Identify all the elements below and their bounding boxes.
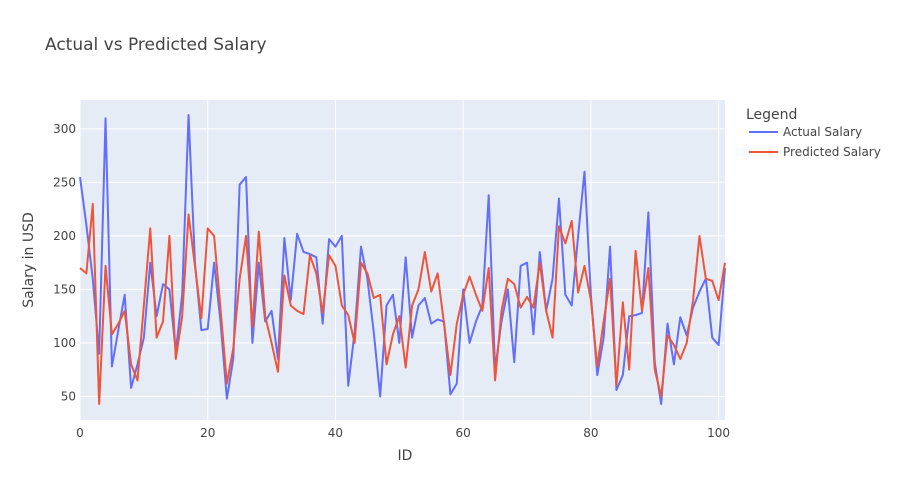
x-tick-label: 60	[456, 426, 471, 440]
y-tick-label: 200	[53, 229, 76, 243]
legend-label: Actual Salary	[783, 125, 862, 139]
y-axis-ticks: 50 100 150 200 250 300	[53, 122, 76, 404]
x-tick-label: 0	[76, 426, 84, 440]
chart-title: Actual vs Predicted Salary	[45, 35, 267, 55]
y-tick-label: 300	[53, 122, 76, 136]
plot-area	[80, 100, 725, 420]
x-tick-label: 40	[328, 426, 343, 440]
legend[interactable]: Legend Actual Salary Predicted Salary	[746, 107, 881, 159]
x-axis-ticks: 0 20 40 60 80 100	[76, 426, 730, 440]
x-axis-title: ID	[398, 448, 413, 464]
series-layer[interactable]	[79, 113, 726, 405]
x-tick-label: 100	[707, 426, 730, 440]
y-axis-title: Salary in USD	[21, 212, 37, 308]
gridlines	[79, 100, 725, 420]
legend-item-actual-salary[interactable]: Actual Salary	[749, 125, 862, 139]
legend-label: Predicted Salary	[783, 145, 881, 159]
legend-title: Legend	[746, 107, 797, 123]
y-tick-label: 100	[53, 336, 76, 350]
y-tick-label: 50	[61, 389, 76, 403]
y-tick-label: 150	[53, 282, 76, 296]
x-tick-label: 20	[200, 426, 215, 440]
y-tick-label: 250	[53, 175, 76, 189]
legend-item-predicted-salary[interactable]: Predicted Salary	[749, 145, 881, 159]
series-line-actual-salary[interactable]	[79, 113, 726, 405]
series-line-predicted-salary[interactable]	[79, 202, 726, 405]
x-tick-label: 80	[583, 426, 598, 440]
